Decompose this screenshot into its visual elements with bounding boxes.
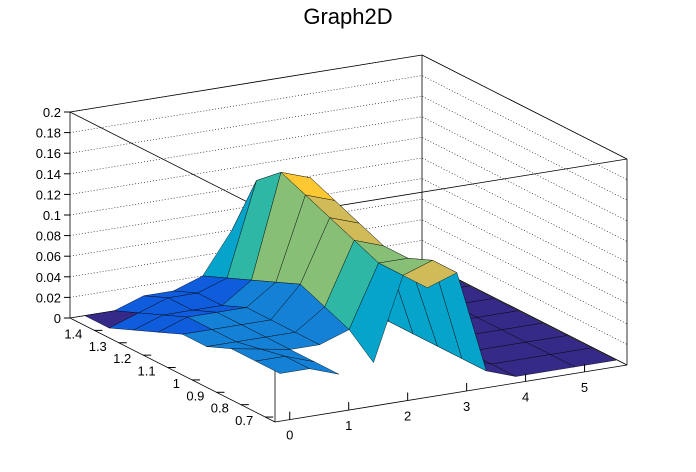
z-tick-label: 0.06 — [36, 249, 61, 264]
chart-title: Graph2D — [303, 4, 392, 29]
surface-cell — [348, 262, 404, 364]
grid-line — [69, 116, 628, 222]
z-tick-label: 0.18 — [36, 126, 61, 141]
y-tick-label: 0.8 — [211, 401, 229, 416]
surface-cell — [402, 260, 458, 289]
z-tick-label: 0.02 — [36, 290, 61, 305]
y-tick-label: 1.1 — [138, 364, 156, 379]
y-tick-label: 1.2 — [113, 351, 131, 366]
axis-box — [274, 364, 628, 423]
z-tick-label: 0.14 — [36, 167, 61, 182]
axis-box — [421, 54, 628, 160]
x-tick-label: 1 — [345, 418, 352, 433]
y-tick-label: 1.4 — [64, 326, 82, 341]
y-tick-label: 0.7 — [235, 413, 253, 428]
y-tick-label: 0.9 — [186, 388, 204, 403]
y-tick-label: 1 — [173, 376, 180, 391]
y-tick-label: 1.3 — [89, 339, 107, 354]
z-tick-label: 0.04 — [36, 270, 61, 285]
x-tick-label: 3 — [463, 399, 470, 414]
surface-cell — [254, 356, 311, 374]
z-tick-label: 0.12 — [36, 187, 61, 202]
z-tick-label: 0.16 — [36, 146, 61, 161]
x-tick-label: 4 — [522, 389, 529, 404]
grid-line — [69, 95, 628, 201]
grid-line — [69, 54, 628, 160]
axis-box — [69, 54, 423, 113]
axis-box — [69, 111, 276, 217]
x-tick-label: 2 — [404, 409, 411, 424]
z-tick-label: 0 — [54, 311, 61, 326]
z-tick-label: 0.2 — [43, 105, 61, 120]
x-tick-label: 0 — [286, 428, 293, 443]
z-tick-label: 0.08 — [36, 229, 61, 244]
grid-line — [69, 75, 628, 180]
x-tick-label: 5 — [581, 380, 588, 395]
z-tick-label: 0.1 — [43, 208, 61, 223]
